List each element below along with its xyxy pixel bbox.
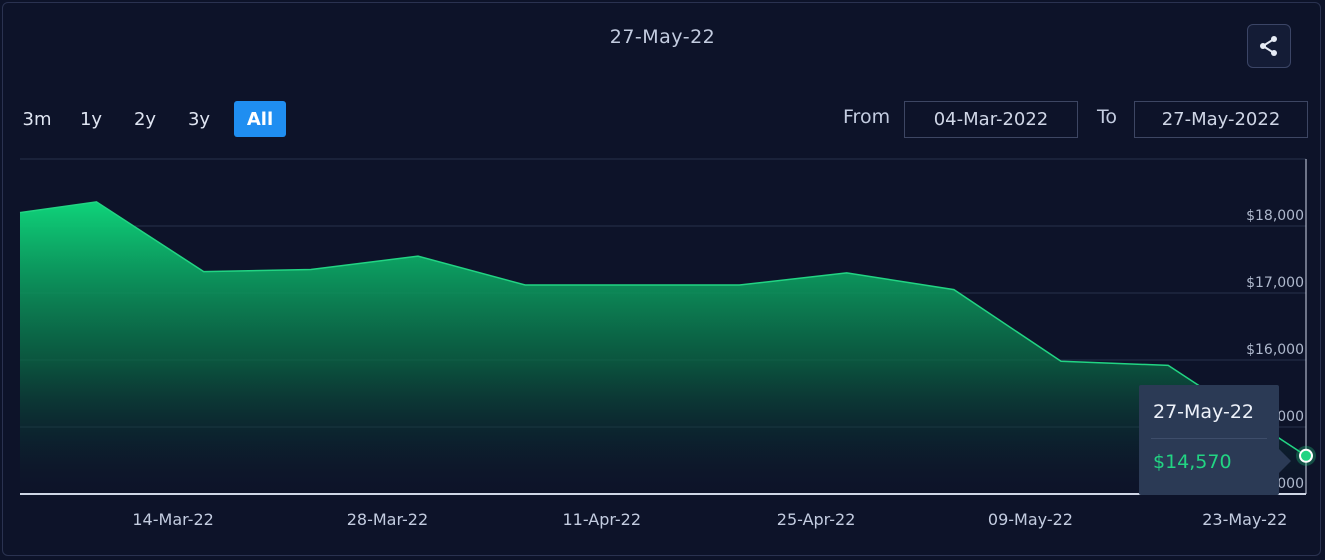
from-label: From <box>843 106 891 128</box>
y-tick-label: $17,000 <box>1246 275 1304 291</box>
range-3m-button[interactable]: 3m <box>14 101 60 137</box>
range-1y-button[interactable]: 1y <box>68 101 114 137</box>
share-icon <box>1260 36 1277 56</box>
x-tick-label: 11-Apr-22 <box>562 510 641 529</box>
y-tick-label: $16,000 <box>1246 342 1304 358</box>
y-tick-label: $18,000 <box>1246 208 1304 224</box>
series-line <box>19 201 1307 457</box>
range-selector: 3m 1y 2y 3y All <box>14 101 286 137</box>
chart-title: 27-May-22 <box>609 26 716 48</box>
tooltip-date: 27-May-22 <box>1153 401 1255 423</box>
range-2y-button[interactable]: 2y <box>122 101 168 137</box>
to-date-input[interactable] <box>1134 101 1308 138</box>
share-button[interactable] <box>1247 24 1291 68</box>
x-tick-label: 09-May-22 <box>988 510 1073 529</box>
tooltip-divider <box>1151 438 1267 439</box>
to-label: To <box>1097 106 1118 128</box>
x-tick-label: 25-Apr-22 <box>777 510 856 529</box>
x-tick-label: 23-May-22 <box>1202 510 1287 529</box>
range-all-button[interactable]: All <box>234 101 286 137</box>
highlight-point <box>1299 448 1313 463</box>
from-date-input[interactable] <box>904 101 1078 138</box>
x-tick-label: 28-Mar-22 <box>347 510 428 529</box>
tooltip: 27-May-22 $14,570 <box>1139 385 1291 495</box>
area-fill <box>20 201 1306 494</box>
tooltip-value: $14,570 <box>1153 451 1232 473</box>
range-3y-button[interactable]: 3y <box>176 101 222 137</box>
x-tick-label: 14-Mar-22 <box>132 510 213 529</box>
